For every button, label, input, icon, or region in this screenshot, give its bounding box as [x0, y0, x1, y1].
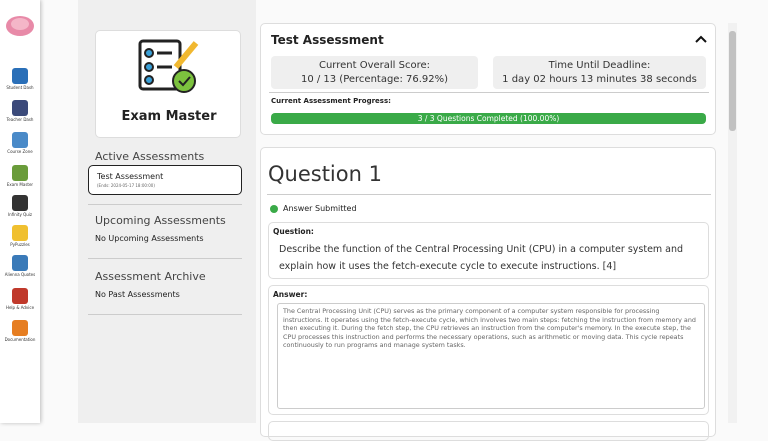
score-value: 10 / 13 (Percentage: 76.92%) [300, 74, 449, 85]
progress-bar: 3 / 3 Questions Completed (100.00%) [271, 113, 706, 124]
nav-label: Alienna Quotes [4, 272, 36, 277]
divider [88, 204, 242, 205]
logo [6, 16, 34, 36]
nav-label: Course Zone [7, 149, 33, 154]
nav-item[interactable]: PyPuzzles [0, 225, 40, 247]
assessment-card: Test Assessment Current Overall Score: 10… [260, 23, 716, 135]
section-heading: Active Assessments [95, 150, 205, 163]
status-dot [270, 205, 278, 213]
collapse-button[interactable] [695, 35, 707, 43]
section-heading: Upcoming Assessments [95, 214, 226, 227]
answer-textarea[interactable]: The Central Processing Unit (CPU) serves… [277, 303, 705, 409]
deadline-label: Time Until Deadline: [548, 60, 651, 71]
item-name: Test Assessment [97, 172, 164, 181]
divider [88, 258, 242, 259]
nav-label: Teacher Dash [6, 117, 34, 122]
nav-label: Documentation [4, 337, 36, 342]
question-text: Describe the function of the Central Pro… [279, 244, 684, 272]
section-heading: Assessment Archive [95, 270, 206, 283]
score-box: Current Overall Score: 10 / 13 (Percentag… [271, 56, 478, 89]
nav-item[interactable]: Documentation [0, 320, 40, 342]
status-text: Answer Submitted [283, 204, 357, 213]
divider [269, 92, 709, 93]
scroll-thumb[interactable] [729, 31, 736, 131]
nav-item[interactable]: Course Zone [0, 132, 40, 154]
progress-label: Current Assessment Progress: [271, 97, 391, 105]
nav-item[interactable]: Student Dash [0, 68, 40, 90]
empty-text: No Past Assessments [95, 290, 180, 299]
nav-label: Student Dash [6, 85, 34, 90]
nav-icon [12, 225, 28, 241]
nav-item[interactable]: Teacher Dash [0, 100, 40, 122]
score-label: Current Overall Score: [318, 60, 431, 71]
nav-item[interactable]: Help & Advice [0, 288, 40, 310]
deadline-box: Time Until Deadline: 1 day 02 hours 13 mi… [493, 56, 706, 89]
nav-icon [12, 165, 28, 181]
deadline-value: 1 day 02 hours 13 minutes 38 seconds [502, 74, 697, 85]
nav-icon [12, 288, 28, 304]
nav-label: Infinity Quiz [8, 212, 32, 217]
item-deadline: (Ends: 2024-05-17 18:00:00) [97, 183, 155, 188]
empty-text: No Upcoming Assessments [95, 234, 204, 243]
question-card: Question 1 Answer Submitted Question: De… [260, 147, 716, 441]
question-heading: Question 1 [268, 162, 382, 186]
nav-item[interactable]: Alienna Quotes [0, 255, 40, 277]
page: Student Dash Teacher Dash Course Zone Exam … [0, 0, 737, 441]
answer-box: Answer: The Central Processing Unit (CPU… [268, 285, 709, 415]
divider [267, 194, 711, 195]
nav-icon [12, 132, 28, 148]
next-box [268, 421, 709, 441]
card-title: Test Assessment [271, 33, 384, 47]
nav-item[interactable]: Infinity Quiz [0, 195, 40, 217]
sidebar: Student Dash Teacher Dash Course Zone Exam … [0, 0, 40, 423]
scrollbar[interactable] [728, 23, 737, 423]
nav-icon [12, 320, 28, 336]
exam-icon [138, 39, 199, 93]
nav-label: Exam Master [6, 182, 34, 187]
nav-item[interactable]: Exam Master [0, 165, 40, 187]
nav-icon [12, 68, 28, 84]
nav-icon [12, 255, 28, 271]
nav-label: Help & Advice [5, 305, 35, 310]
exam-master-card: Exam Master [95, 30, 241, 138]
panel-title: Exam Master [121, 109, 217, 124]
question-label: Question: [273, 227, 314, 236]
nav-icon [12, 195, 28, 211]
nav-label: PyPuzzles [10, 242, 30, 247]
nav-icon [12, 100, 28, 116]
question-box: Question: Describe the function of the C… [268, 222, 709, 279]
assessment-item[interactable]: Test Assessment (Ends: 2024-05-17 18:00:… [88, 165, 242, 195]
answer-label: Answer: [273, 290, 308, 299]
divider [88, 314, 242, 315]
